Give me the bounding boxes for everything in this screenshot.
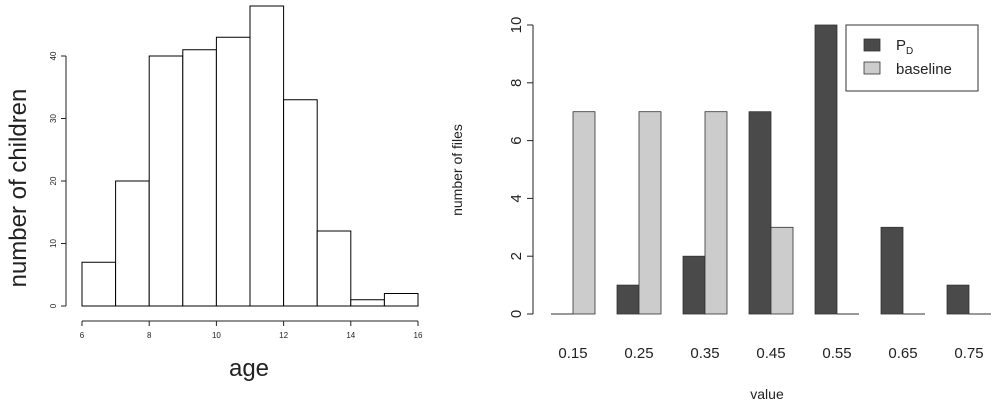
grouped-y-tick-label: 0 [508, 310, 525, 318]
histogram-x-tick-label: 6 [80, 331, 85, 340]
bar-pd [814, 24, 838, 315]
legend-label-pd-main: P [896, 37, 906, 54]
histogram-y-tick-label: 30 [49, 114, 58, 123]
bar-pd [682, 255, 706, 315]
grouped-y-axis-label: number of files [449, 124, 465, 216]
bar-baseline [638, 111, 662, 315]
histogram-x-tick-label: 16 [414, 331, 423, 340]
histogram-y-tick-label: 10 [49, 239, 58, 248]
grouped-x-tick-label: 0.45 [756, 345, 785, 362]
histogram-x-tick-label: 14 [346, 331, 355, 340]
grouped-x-tick-label: 0.25 [624, 345, 653, 362]
bar-baseline [770, 226, 794, 315]
bar-baseline [704, 111, 728, 315]
bar-pd [616, 284, 640, 315]
grouped-x-tick-label: 0.75 [954, 345, 983, 362]
histogram-bar [283, 99, 318, 307]
grouped-x-tick-label: 0.55 [822, 345, 851, 362]
histogram-x-tick-label: 12 [279, 331, 288, 340]
grouped-y-tick-label: 2 [508, 252, 525, 260]
histogram-y-tick-label: 20 [49, 176, 58, 185]
legend-label-baseline: baseline [896, 61, 952, 78]
histogram-x-tick-label: 8 [147, 331, 152, 340]
bar-baseline [572, 111, 596, 315]
histogram-bar [316, 230, 352, 307]
legend-label-pd-subscript: D [906, 46, 913, 57]
histogram-y-tick-label: 40 [49, 51, 58, 60]
grouped-x-tick-label: 0.15 [558, 345, 587, 362]
grouped-y-ticks: 0 2 4 6 8 10 [508, 17, 533, 318]
grouped-x-axis-label: value [750, 386, 784, 402]
histogram-y-tick-label: 0 [49, 303, 58, 308]
grouped-y-tick-label: 8 [508, 79, 525, 87]
histogram-bar [182, 49, 217, 307]
legend: PD baseline [845, 24, 979, 92]
histogram-y-axis-label: number of children [5, 89, 32, 288]
bar-pd [880, 226, 904, 315]
histogram-x-tick-label: 10 [212, 331, 221, 340]
bar-pd [946, 284, 970, 315]
histogram-bar [215, 36, 251, 307]
histogram-bar [81, 261, 117, 307]
legend-swatch-pd [863, 38, 881, 52]
histogram-bar [148, 55, 184, 307]
histogram-x-axis-label: age [229, 355, 269, 382]
histogram-x-ticks: 6 8 10 12 14 16 [80, 321, 423, 340]
grouped-y-tick-label: 6 [508, 136, 525, 144]
histogram-chart: 6 8 10 12 14 16 0 10 20 30 40 age number of child… [5, 5, 423, 382]
grouped-bars [551, 24, 991, 315]
histogram-y-ticks: 0 10 20 30 40 [49, 51, 66, 308]
grouped-y-tick-label: 4 [508, 194, 525, 202]
histogram-bars [81, 5, 419, 307]
histogram-bar [249, 5, 285, 307]
histogram-bar [383, 293, 419, 307]
legend-swatch-baseline [863, 61, 881, 75]
legend-box [845, 24, 979, 92]
grouped-bar-chart: 0 2 4 6 8 10 0.15 0.25 0.35 0.45 0.55 0.65 0.75 val… [449, 17, 991, 402]
grouped-y-tick-label: 10 [508, 17, 525, 34]
histogram-bar [115, 180, 150, 307]
histogram-bar [350, 299, 385, 307]
grouped-x-tick-label: 0.35 [690, 345, 719, 362]
grouped-x-tick-label: 0.65 [888, 345, 917, 362]
bar-pd [748, 111, 772, 315]
legend-label-pd: PD [896, 37, 913, 57]
grouped-x-tick-labels: 0.15 0.25 0.35 0.45 0.55 0.65 0.75 [558, 345, 983, 362]
